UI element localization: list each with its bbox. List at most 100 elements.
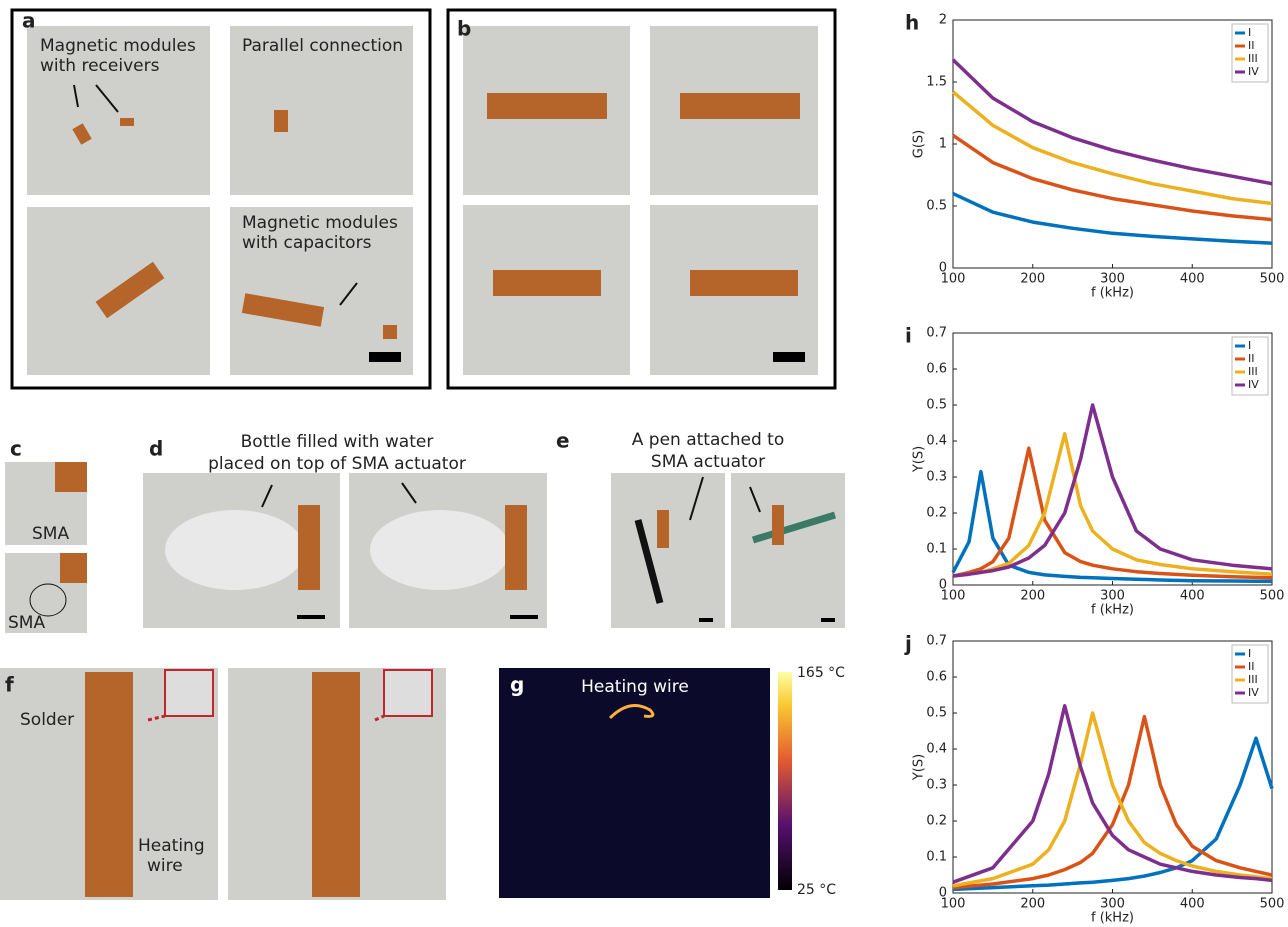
panel-label: j	[904, 632, 912, 656]
y-tick-label: 0.2	[926, 814, 947, 829]
x-tick-label: 500	[1260, 272, 1285, 287]
legend-label: III	[1248, 365, 1258, 378]
panel-label: e	[556, 429, 570, 453]
photo	[731, 473, 845, 628]
x-tick-label: 300	[1100, 589, 1125, 604]
x-tick-label: 100	[941, 897, 966, 912]
plot-area	[953, 20, 1272, 268]
module	[85, 672, 133, 897]
annotation: Parallel connection	[242, 36, 403, 56]
module	[680, 93, 800, 119]
x-axis-label: f (kHz)	[1091, 286, 1134, 301]
module	[120, 118, 134, 126]
image-title: Heating wire	[581, 677, 689, 697]
scale-bar	[369, 352, 401, 362]
module	[312, 672, 360, 897]
y-tick-label: 0.5	[926, 199, 947, 214]
legend-label: III	[1248, 52, 1258, 65]
module	[274, 110, 288, 132]
y-tick-label: 0.7	[926, 326, 947, 341]
x-tick-label: 400	[1180, 272, 1205, 287]
y-tick-label: 1.5	[926, 75, 947, 90]
y-tick-label: 0.5	[926, 398, 947, 413]
module	[657, 510, 669, 548]
plot-area	[953, 641, 1272, 893]
inset	[165, 670, 213, 716]
colorbar-label: 165 °C	[797, 665, 845, 681]
photo	[611, 473, 725, 628]
y-tick-label: 0.5	[926, 706, 947, 721]
annotation: Magnetic modules	[40, 36, 196, 56]
annotation: with receivers	[40, 56, 160, 76]
panel-label: c	[10, 437, 22, 461]
y-axis-label: G(S)	[912, 130, 927, 158]
x-tick-label: 100	[941, 272, 966, 287]
legend-label: III	[1248, 673, 1258, 686]
module	[383, 325, 397, 339]
module	[55, 462, 87, 492]
figure: a Magnetic modules with receivers Parall…	[0, 0, 1288, 927]
annotation: SMA actuator	[651, 452, 765, 472]
legend-label: IV	[1248, 686, 1259, 699]
panel-label: d	[149, 437, 163, 461]
x-tick-label: 400	[1180, 897, 1205, 912]
legend-label: I	[1248, 647, 1251, 660]
annotation: A pen attached to	[632, 430, 784, 450]
legend-label: II	[1248, 39, 1255, 52]
module	[493, 270, 601, 296]
y-tick-label: 0.3	[926, 778, 947, 793]
legend-label: II	[1248, 352, 1255, 365]
y-tick-label: 0.4	[926, 434, 947, 449]
panel-label: f	[5, 673, 14, 697]
scale-bar	[699, 618, 713, 622]
x-tick-label: 200	[1020, 272, 1045, 287]
x-tick-label: 300	[1100, 272, 1125, 287]
x-axis-label: f (kHz)	[1091, 603, 1134, 618]
panel-label: i	[905, 324, 912, 348]
y-tick-label: 0.6	[926, 362, 947, 377]
annotation: Heating	[138, 836, 205, 856]
y-tick-label: 0.1	[926, 542, 947, 557]
panel-label: h	[905, 11, 919, 35]
scale-bar	[821, 618, 835, 622]
panel-label: b	[457, 17, 471, 41]
panel-label: g	[510, 673, 524, 697]
annotation: placed on top of SMA actuator	[208, 454, 466, 474]
x-axis-label: f (kHz)	[1091, 911, 1134, 926]
y-tick-label: 0.6	[926, 670, 947, 685]
legend-label: II	[1248, 660, 1255, 673]
x-tick-label: 500	[1260, 589, 1285, 604]
y-axis-label: Y(S)	[912, 754, 927, 781]
legend-label: I	[1248, 26, 1251, 39]
x-tick-label: 200	[1020, 589, 1045, 604]
bottle	[165, 510, 305, 590]
colorbar-label: 25 °C	[797, 882, 836, 898]
module	[690, 270, 798, 296]
y-axis-label: Y(S)	[912, 446, 927, 473]
annotation: Solder	[20, 710, 74, 730]
scale-bar	[297, 615, 325, 619]
y-tick-label: 0.1	[926, 850, 947, 865]
x-tick-label: 100	[941, 589, 966, 604]
y-tick-label: 0.7	[926, 634, 947, 649]
annotation: SMA	[32, 524, 69, 544]
module	[487, 93, 607, 119]
y-tick-label: 0.2	[926, 506, 947, 521]
figure-canvas: a Magnetic modules with receivers Parall…	[0, 0, 1288, 927]
annotation: Magnetic modules	[242, 213, 398, 233]
legend-label: IV	[1248, 65, 1259, 78]
x-tick-label: 500	[1260, 897, 1285, 912]
module	[505, 505, 527, 590]
scale-bar	[510, 615, 538, 619]
module	[298, 505, 320, 590]
x-tick-label: 300	[1100, 897, 1125, 912]
legend-label: IV	[1248, 378, 1259, 391]
y-tick-label: 1	[939, 137, 947, 152]
x-tick-label: 200	[1020, 897, 1045, 912]
colorbar	[778, 672, 792, 890]
inset	[384, 670, 432, 716]
scale-bar	[773, 352, 805, 362]
y-tick-label: 0.4	[926, 742, 947, 757]
bottle	[370, 510, 510, 590]
x-tick-label: 400	[1180, 589, 1205, 604]
